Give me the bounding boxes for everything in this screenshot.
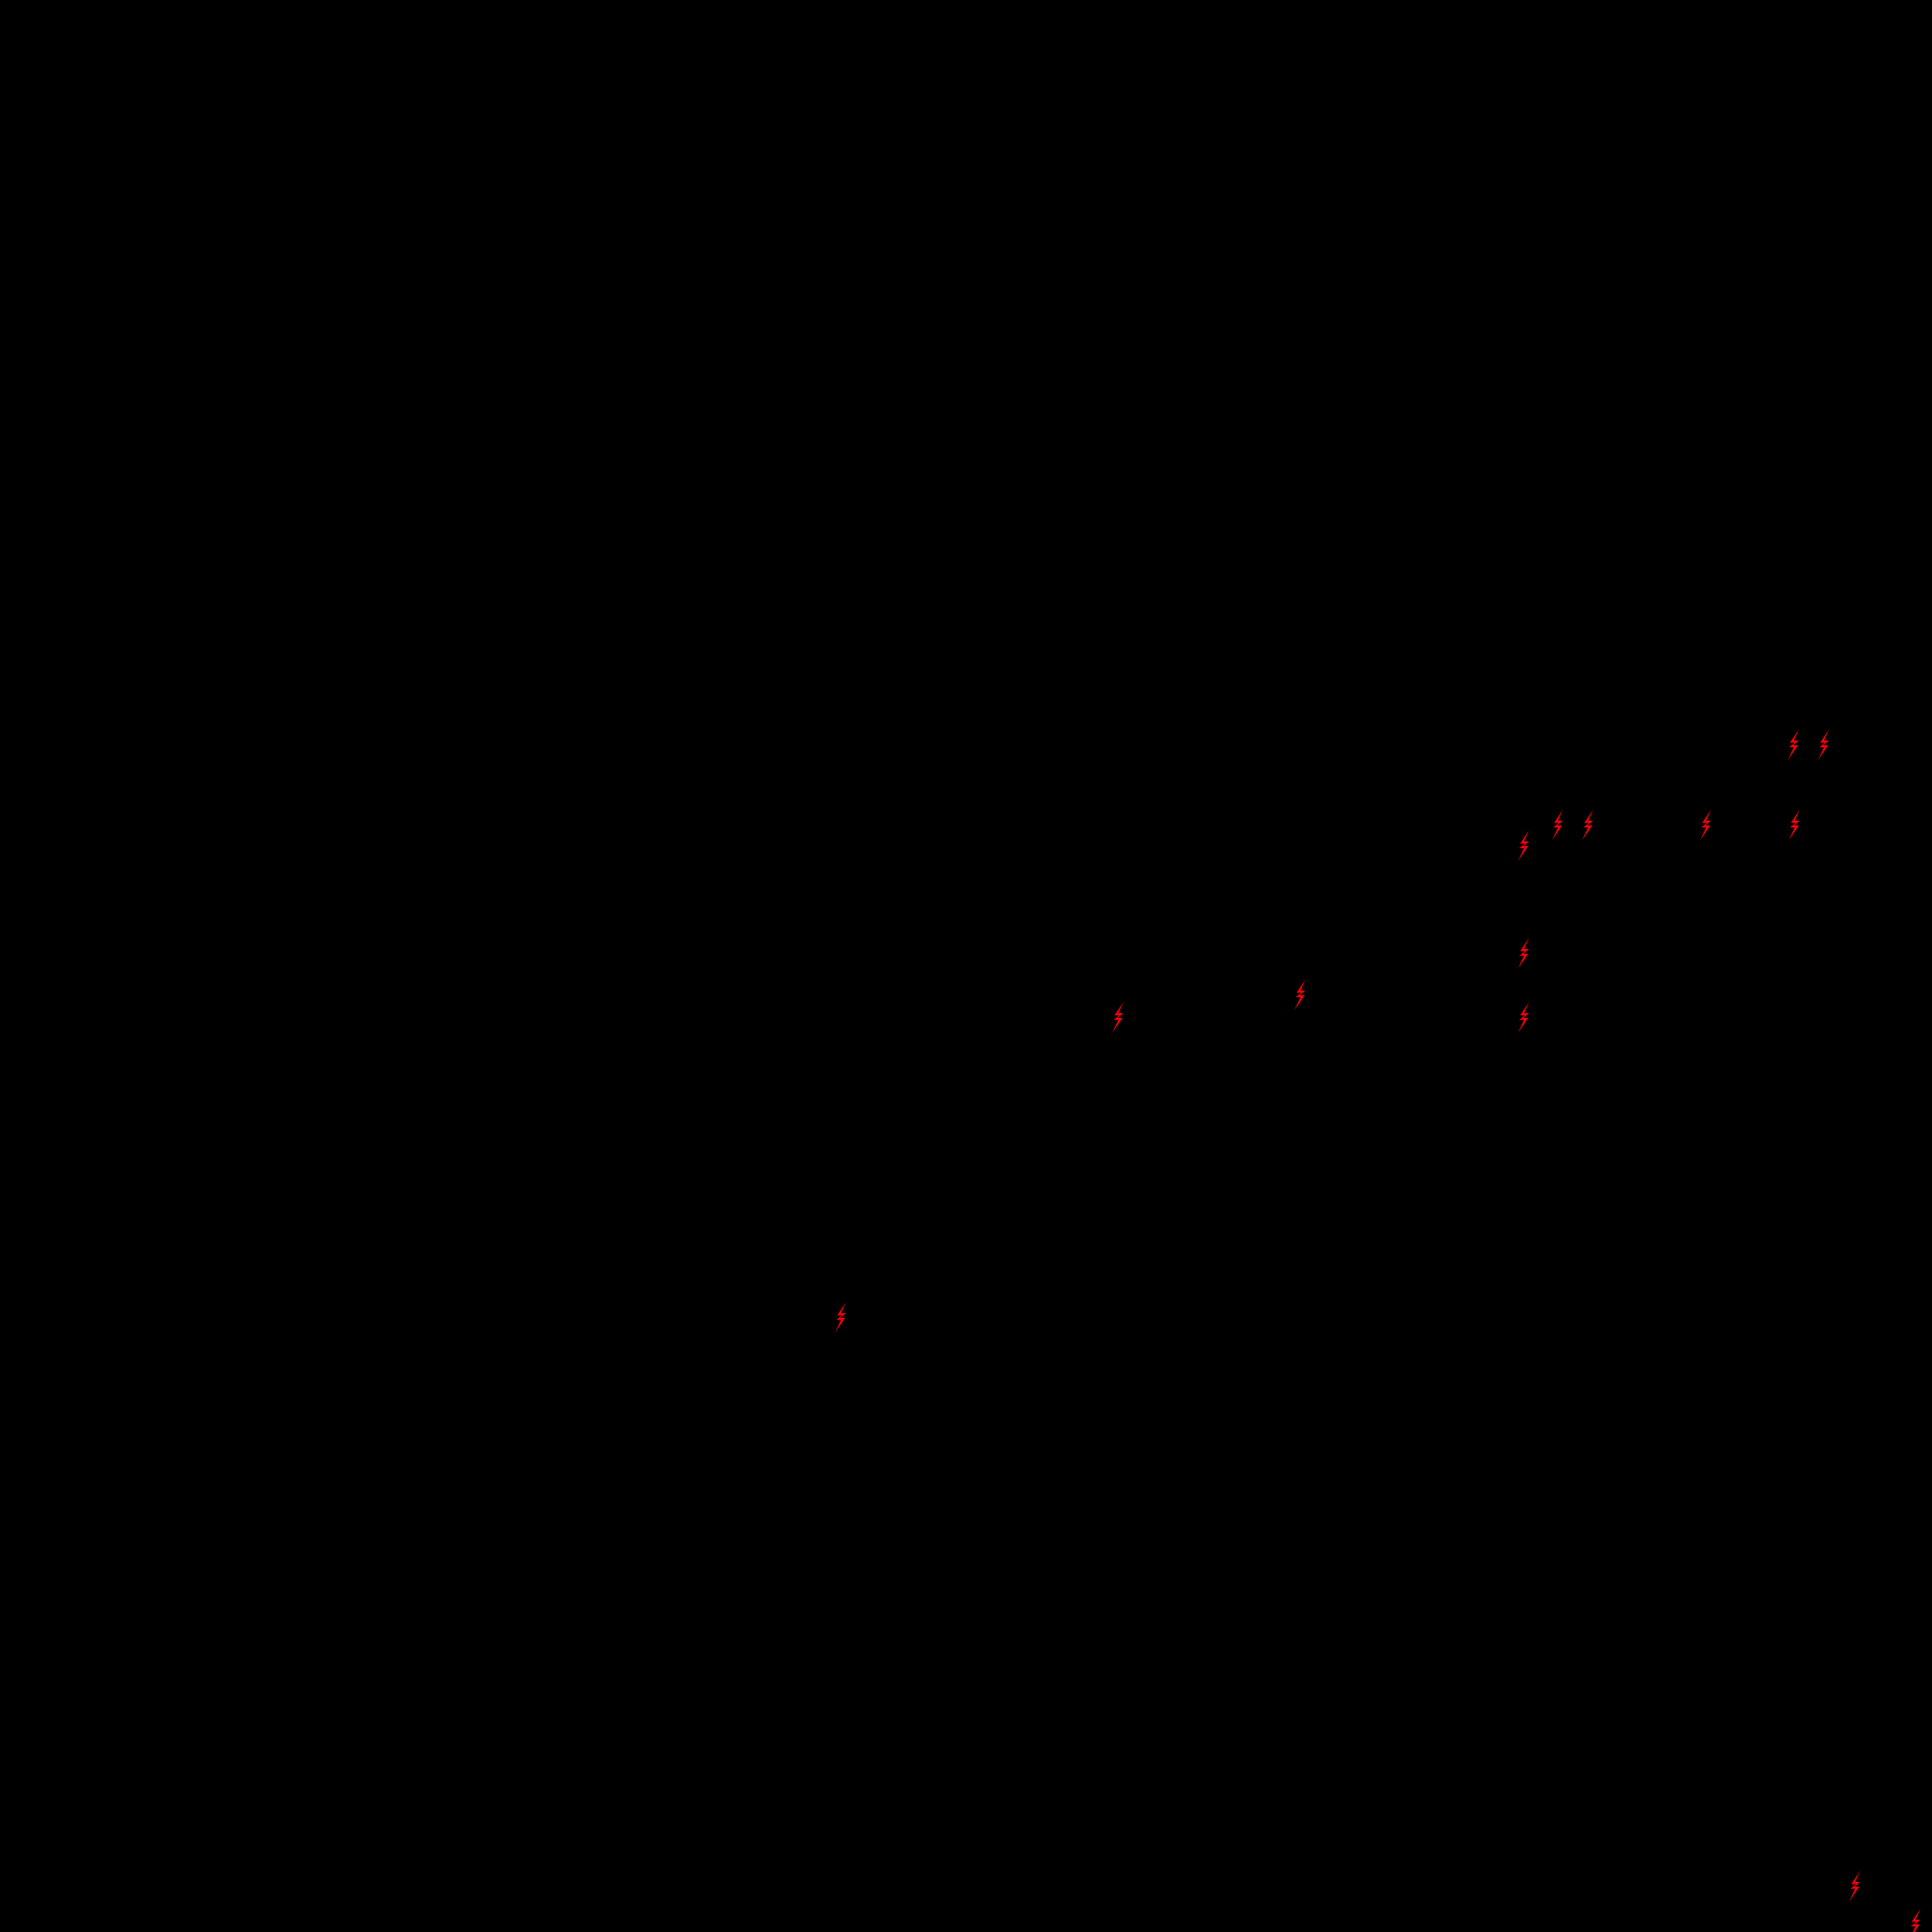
lightning-bolt-icon bbox=[1698, 809, 1717, 841]
lightning-bolt-icon bbox=[1580, 809, 1599, 841]
lightning-bolt-icon bbox=[833, 1302, 852, 1333]
lightning-bolt-icon bbox=[1847, 1871, 1866, 1902]
lightning-bolt-icon bbox=[1110, 1002, 1129, 1033]
lightning-bolt-icon bbox=[1516, 1002, 1535, 1033]
lightning-bolt-icon bbox=[1787, 809, 1806, 841]
lightning-bolt-icon bbox=[1786, 729, 1805, 760]
lightning-bolt-icon bbox=[1550, 809, 1569, 841]
lightning-bolt-icon bbox=[1816, 729, 1835, 760]
lightning-bolt-icon bbox=[1292, 979, 1311, 1010]
lightning-bolt-icon bbox=[1516, 938, 1535, 969]
lightning-bolt-icon bbox=[1516, 830, 1535, 861]
lightning-bolt-icon bbox=[1907, 1908, 1926, 1932]
